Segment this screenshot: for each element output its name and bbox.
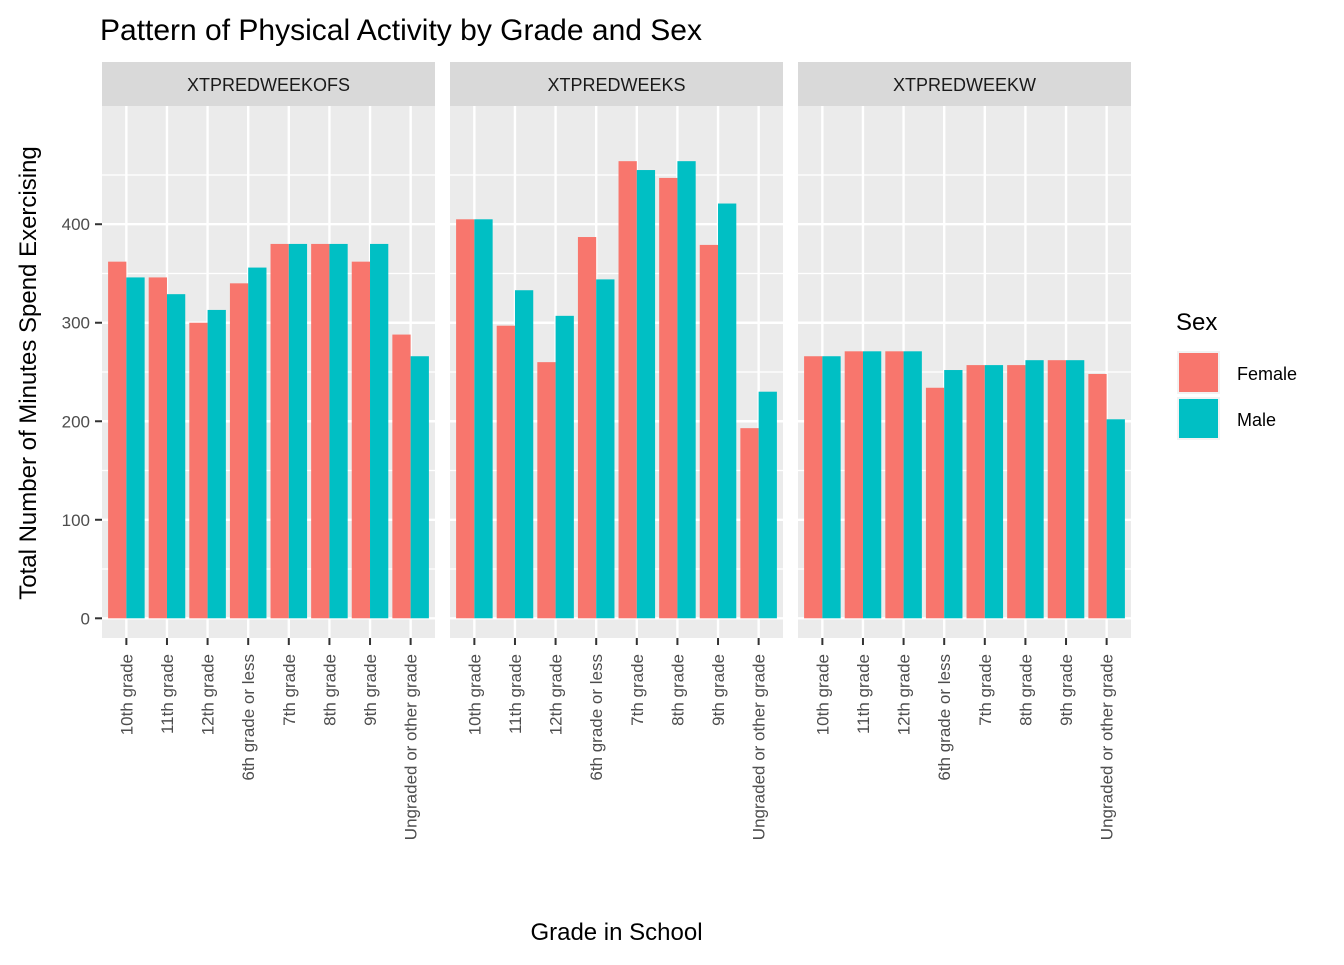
bar-male-7 bbox=[410, 356, 429, 619]
x-tick-label: 10th grade bbox=[465, 654, 484, 735]
bar-female-6 bbox=[1047, 360, 1067, 619]
x-tick-label: 12th grade bbox=[895, 654, 914, 735]
facet-panel-0: XTPREDWEEKOFS 10th grade 11th grade 12th gr… bbox=[62, 62, 435, 840]
legend-label-female: Female bbox=[1237, 364, 1297, 384]
bar-female-3 bbox=[925, 387, 945, 619]
x-tick-label: Ungraded or other grade bbox=[402, 654, 421, 840]
y-tick-label: 0 bbox=[81, 609, 90, 628]
bar-female-7 bbox=[740, 428, 759, 619]
bar-female-4 bbox=[270, 243, 289, 619]
x-tick-label: 9th grade bbox=[709, 654, 728, 726]
bar-male-0 bbox=[822, 356, 841, 619]
x-tick-label: 8th grade bbox=[320, 654, 339, 726]
x-tick-label: 11th grade bbox=[854, 654, 873, 734]
bar-male-4 bbox=[288, 243, 308, 619]
bar-male-1 bbox=[514, 290, 534, 619]
bar-male-0 bbox=[126, 277, 145, 619]
bar-male-1 bbox=[166, 294, 186, 619]
facet-strip bbox=[450, 62, 783, 106]
bar-male-4 bbox=[636, 170, 656, 619]
chart-title: Pattern of Physical Activity by Grade an… bbox=[100, 14, 702, 47]
bar-female-2 bbox=[537, 362, 556, 619]
legend: Sex Female Male bbox=[1176, 309, 1297, 440]
x-tick-label: Ungraded or other grade bbox=[1098, 654, 1117, 840]
facet-strip-label: XTPREDWEEKOFS bbox=[187, 75, 350, 95]
legend-title: Sex bbox=[1176, 309, 1217, 336]
bar-female-4 bbox=[618, 161, 637, 619]
bar-male-2 bbox=[555, 315, 574, 619]
facets: XTPREDWEEKOFS 10th grade 11th grade 12th gr… bbox=[62, 62, 1131, 840]
bar-female-0 bbox=[108, 261, 127, 619]
x-tick-label: 8th grade bbox=[668, 654, 687, 726]
facet-strip-label: XTPREDWEEKW bbox=[893, 75, 1036, 95]
y-axis-title: Total Number of Minutes Spend Exercising bbox=[15, 146, 42, 600]
bar-female-6 bbox=[699, 244, 719, 619]
x-tick-label: 12th grade bbox=[199, 654, 218, 735]
bar-female-3 bbox=[577, 237, 597, 619]
bar-male-5 bbox=[1025, 360, 1044, 619]
bar-male-3 bbox=[596, 279, 615, 619]
bar-male-1 bbox=[862, 351, 882, 619]
x-tick-label: 7th grade bbox=[976, 654, 995, 726]
bar-male-7 bbox=[758, 391, 777, 619]
bar-female-3 bbox=[229, 283, 249, 619]
bar-female-0 bbox=[804, 356, 823, 619]
y-tick-label: 100 bbox=[62, 511, 90, 530]
bar-male-5 bbox=[677, 161, 696, 619]
bar-female-1 bbox=[844, 351, 863, 619]
bar-male-3 bbox=[944, 370, 963, 619]
facet-strip-label: XTPREDWEEKS bbox=[547, 75, 685, 95]
bar-female-7 bbox=[392, 334, 411, 619]
bar-female-4 bbox=[966, 365, 985, 619]
y-tick-label: 200 bbox=[62, 412, 90, 431]
bar-male-4 bbox=[984, 365, 1004, 619]
bar-male-2 bbox=[207, 309, 226, 619]
bar-female-6 bbox=[351, 261, 371, 619]
facet-panel-2: XTPREDWEEKW 10th grade 11th grade 12th grad… bbox=[798, 62, 1131, 840]
bar-female-5 bbox=[659, 177, 678, 619]
x-tick-label: 9th grade bbox=[1057, 654, 1076, 726]
bar-female-5 bbox=[1007, 365, 1026, 619]
bar-male-0 bbox=[474, 219, 493, 619]
x-tick-label: 9th grade bbox=[361, 654, 380, 726]
x-tick-label: 11th grade bbox=[158, 654, 177, 734]
facet-panel-1: XTPREDWEEKS 10th grade 11th grade 12th grad… bbox=[450, 62, 783, 840]
x-tick-label: 7th grade bbox=[628, 654, 647, 726]
bar-female-2 bbox=[885, 351, 904, 619]
legend-label-male: Male bbox=[1237, 410, 1276, 430]
bar-female-7 bbox=[1088, 373, 1107, 619]
x-tick-label: 10th grade bbox=[813, 654, 832, 735]
bar-female-0 bbox=[456, 219, 475, 619]
x-tick-label: 12th grade bbox=[547, 654, 566, 735]
facet-strip bbox=[102, 62, 435, 106]
y-tick-label: 300 bbox=[62, 314, 90, 333]
x-axis-title: Grade in School bbox=[530, 919, 702, 946]
bar-male-3 bbox=[248, 267, 267, 619]
bar-male-2 bbox=[903, 351, 922, 619]
legend-swatch-female bbox=[1179, 353, 1218, 392]
bar-female-2 bbox=[189, 322, 208, 619]
bar-female-1 bbox=[496, 325, 515, 619]
x-tick-label: 10th grade bbox=[117, 654, 136, 735]
x-tick-label: 6th grade or less bbox=[239, 654, 258, 781]
x-tick-label: 6th grade or less bbox=[587, 654, 606, 781]
legend-swatch-male bbox=[1179, 399, 1218, 438]
bar-male-6 bbox=[718, 203, 737, 619]
x-tick-label: Ungraded or other grade bbox=[750, 654, 769, 840]
bar-female-1 bbox=[148, 277, 167, 619]
bar-male-6 bbox=[1066, 360, 1085, 619]
x-tick-label: 7th grade bbox=[280, 654, 299, 726]
bar-female-5 bbox=[311, 243, 330, 619]
facet-strip bbox=[798, 62, 1131, 106]
bar-male-7 bbox=[1106, 419, 1125, 619]
bar-male-5 bbox=[329, 243, 348, 619]
x-tick-label: 11th grade bbox=[506, 654, 525, 734]
x-tick-label: 6th grade or less bbox=[935, 654, 954, 781]
x-tick-label: 8th grade bbox=[1016, 654, 1035, 726]
y-tick-label: 400 bbox=[62, 215, 90, 234]
bar-male-6 bbox=[370, 243, 389, 619]
